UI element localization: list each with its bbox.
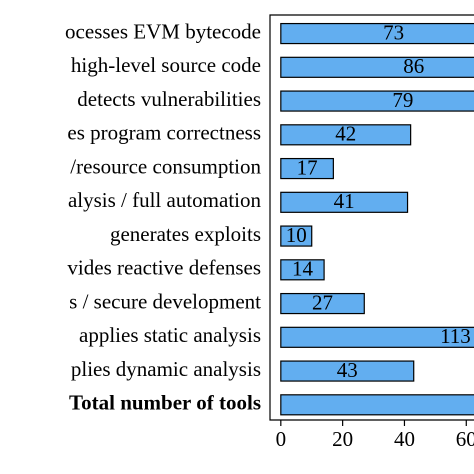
y-tick-label: Total number of tools — [69, 391, 261, 415]
bar — [280, 191, 409, 213]
y-tick-label: detects vulnerabilities — [77, 87, 261, 111]
value-label: 86 — [403, 54, 424, 78]
axis-frame — [269, 14, 474, 421]
bar — [280, 360, 415, 382]
value-label: 10 — [286, 223, 307, 247]
x-tick-label: 60 — [456, 427, 474, 451]
bar — [280, 326, 474, 348]
value-label: 27 — [312, 290, 333, 314]
y-tick-label: es program correctness — [67, 121, 261, 145]
value-label: 113 — [440, 324, 471, 348]
bar — [280, 22, 474, 45]
y-tick-label: generates exploits — [110, 222, 261, 246]
y-tick-label: s / secure development — [69, 289, 261, 313]
y-tick-label: plies dynamic analysis — [71, 357, 261, 381]
value-label: 41 — [334, 189, 355, 213]
bar — [280, 259, 325, 281]
y-tick-label: /resource consumption — [70, 154, 261, 178]
bar — [280, 292, 365, 315]
value-label: 14 — [292, 257, 314, 281]
x-tick-label: 20 — [332, 427, 353, 451]
y-tick-label: applies static analysis — [79, 323, 261, 347]
value-label: 79 — [392, 88, 413, 112]
bar — [280, 157, 334, 180]
value-label: 17 — [297, 155, 318, 179]
bar — [280, 124, 412, 146]
value-label: 73 — [383, 20, 404, 44]
bar — [280, 56, 474, 78]
y-tick-label: vides reactive defenses — [67, 256, 261, 280]
x-tick-label: 40 — [394, 427, 415, 451]
x-tick-label: 0 — [276, 427, 287, 451]
value-label: 42 — [335, 122, 356, 146]
bar — [280, 225, 313, 247]
value-label: 43 — [337, 358, 358, 382]
y-tick-label: ocesses EVM bytecode — [65, 19, 261, 43]
y-tick-label: alysis / full automation — [68, 188, 262, 212]
bar — [280, 90, 474, 112]
y-tick-label: high-level source code — [71, 53, 261, 77]
bar — [280, 394, 474, 416]
